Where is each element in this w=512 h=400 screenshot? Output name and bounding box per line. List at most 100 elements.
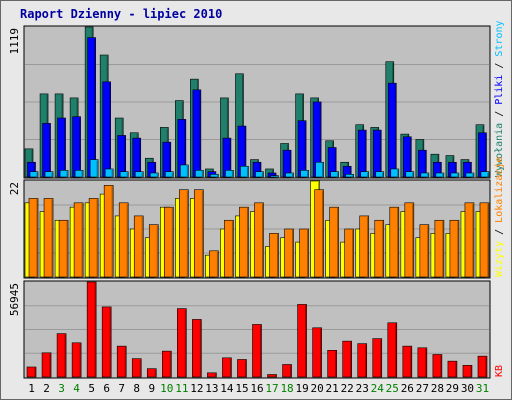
pages-bar-day-8: [134, 171, 144, 178]
sites-bar-day-28: [434, 219, 445, 278]
day-label: 23: [356, 382, 369, 395]
day-label: 27: [416, 382, 429, 395]
sites-bar-day-7: [118, 202, 129, 278]
files-bar-day-7: [117, 135, 127, 178]
kbytes-bar-day-29: [447, 360, 458, 378]
sites-bar-day-20: [314, 189, 324, 278]
pages-bar-day-15: [240, 165, 249, 178]
day-label: 29: [446, 382, 459, 395]
series-sites: [28, 185, 490, 278]
pages-bar-day-22: [345, 174, 354, 178]
files-bar-day-26: [403, 136, 412, 178]
day-label: 19: [295, 382, 308, 395]
sites-bar-day-15: [239, 206, 249, 278]
pages-bar-day-7: [119, 171, 129, 178]
day-label: 9: [148, 382, 155, 395]
day-label: 17: [265, 382, 278, 395]
kbytes-bar-day-5: [86, 281, 97, 378]
kbytes-bar-day-17: [267, 374, 277, 378]
series-kbytes: [26, 281, 488, 378]
day-label: 1: [28, 382, 35, 395]
sites-bar-day-4: [73, 202, 84, 278]
kbytes-bar-day-7: [116, 345, 127, 378]
sites-bar-day-16: [254, 202, 264, 278]
sites-bar-day-30: [464, 202, 475, 278]
kbytes-bar-day-20: [312, 327, 322, 378]
kbytes-bar-day-30: [462, 365, 473, 378]
sites-bar-day-21: [329, 206, 339, 278]
sites-bar-day-6: [103, 185, 114, 278]
pages-bar-day-2: [44, 171, 54, 178]
files-bar-day-2: [42, 123, 51, 178]
kbytes-bar-day-10: [162, 350, 172, 378]
day-label: 25: [386, 382, 399, 395]
pages-bar-day-16: [255, 171, 264, 178]
pages-bar-day-5: [89, 159, 99, 178]
legend-item: KB: [494, 365, 505, 377]
kbytes-bar-day-23: [357, 343, 368, 378]
day-label: 31: [476, 382, 489, 395]
bottom-panel: 56945: [8, 280, 491, 379]
kbytes-bar-day-3: [56, 333, 67, 378]
kbytes-bar-day-21: [327, 350, 337, 378]
kbytes-bar-day-11: [177, 308, 187, 378]
day-label: 20: [311, 382, 324, 395]
legend-item: Wizyty: [494, 241, 505, 277]
pages-bar-day-1: [29, 171, 39, 178]
pages-bar-day-30: [465, 172, 475, 178]
day-label: 30: [461, 382, 474, 395]
kbytes-bar-day-26: [402, 345, 413, 378]
kbytes-bar-day-2: [41, 352, 52, 378]
pages-bar-day-9: [149, 172, 159, 178]
sites-bar-day-24: [374, 219, 385, 278]
legend-item: Wywołania: [494, 123, 505, 177]
files-bar-day-5: [87, 37, 96, 178]
kbytes-bar-day-28: [432, 354, 443, 378]
sites-bar-day-9: [148, 224, 159, 278]
pages-bar-day-26: [405, 171, 415, 178]
pages-bar-day-4: [74, 169, 84, 178]
series-files: [27, 37, 487, 178]
kbytes-bar-day-31: [477, 355, 488, 378]
day-label: 16: [250, 382, 263, 395]
kbytes-bar-day-16: [252, 324, 262, 378]
pages-bar-day-14: [225, 169, 234, 178]
pages-bar-day-18: [285, 172, 294, 178]
kbytes-bar-day-22: [342, 340, 352, 378]
day-label: 5: [88, 382, 95, 395]
pages-bar-day-28: [435, 172, 445, 178]
bottom-panel-ymax-label: 56945: [8, 283, 21, 316]
day-label: 21: [326, 382, 339, 395]
chart-panels: 1119 22 56945: [8, 25, 491, 379]
kbytes-bar-day-6: [101, 306, 112, 378]
sites-bar-day-14: [224, 219, 234, 278]
kbytes-bar-day-1: [26, 366, 37, 378]
legend-item: Strony: [494, 20, 505, 56]
day-label: 15: [235, 382, 248, 395]
pages-bar-day-29: [450, 172, 460, 178]
chart-title: Raport Dzienny - lipiec 2010: [20, 7, 222, 21]
pages-bar-day-27: [420, 172, 430, 178]
sites-bar-day-26: [404, 202, 415, 278]
sites-bar-day-8: [133, 215, 144, 278]
sites-bar-day-27: [419, 224, 430, 278]
files-bar-day-12: [192, 89, 202, 178]
pages-bar-day-10: [165, 171, 174, 178]
sites-bar-day-25: [389, 206, 400, 278]
sites-bar-day-22: [344, 228, 354, 278]
sites-bar-day-10: [164, 206, 174, 278]
kbytes-bar-day-27: [417, 347, 428, 378]
kbytes-bar-day-9: [146, 368, 157, 378]
day-label: 4: [73, 382, 80, 395]
series-pages: [29, 159, 490, 178]
files-bar-day-24: [372, 129, 382, 178]
legend-separator: /: [494, 57, 505, 75]
kbytes-bar-day-8: [131, 358, 142, 378]
files-bar-day-31: [478, 132, 487, 178]
day-label: 26: [401, 382, 414, 395]
day-label: 11: [175, 382, 188, 395]
files-bar-day-8: [132, 137, 142, 178]
pages-bar-day-31: [480, 171, 490, 178]
day-label: 8: [133, 382, 140, 395]
